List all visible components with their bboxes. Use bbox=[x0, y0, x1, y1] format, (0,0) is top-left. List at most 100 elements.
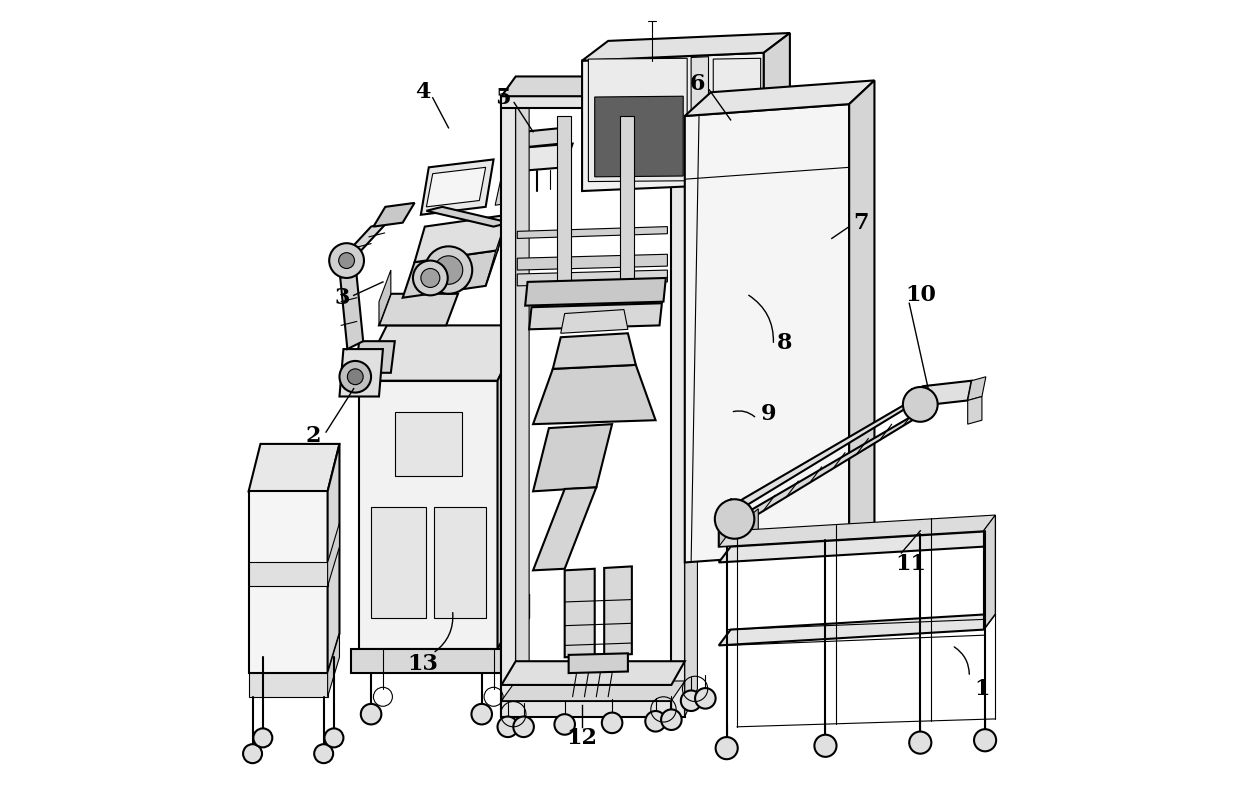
Circle shape bbox=[554, 714, 575, 735]
Polygon shape bbox=[604, 566, 632, 656]
Polygon shape bbox=[516, 76, 529, 717]
Polygon shape bbox=[327, 523, 340, 586]
Polygon shape bbox=[553, 333, 636, 369]
Circle shape bbox=[325, 729, 343, 747]
Polygon shape bbox=[764, 33, 790, 183]
Polygon shape bbox=[521, 128, 563, 147]
Circle shape bbox=[340, 361, 371, 393]
Text: 2: 2 bbox=[305, 425, 321, 447]
Polygon shape bbox=[517, 270, 667, 285]
Polygon shape bbox=[516, 144, 573, 171]
Circle shape bbox=[513, 717, 534, 737]
Circle shape bbox=[413, 261, 448, 295]
Polygon shape bbox=[595, 96, 683, 177]
Polygon shape bbox=[373, 203, 414, 227]
Circle shape bbox=[909, 732, 931, 753]
Polygon shape bbox=[420, 159, 494, 215]
Polygon shape bbox=[501, 76, 684, 96]
Polygon shape bbox=[849, 80, 874, 550]
Polygon shape bbox=[497, 325, 526, 649]
Polygon shape bbox=[486, 215, 508, 285]
Polygon shape bbox=[967, 377, 986, 400]
Text: 3: 3 bbox=[334, 287, 350, 308]
Circle shape bbox=[434, 256, 463, 284]
Polygon shape bbox=[434, 508, 486, 618]
Polygon shape bbox=[533, 365, 656, 424]
Circle shape bbox=[645, 711, 666, 732]
Polygon shape bbox=[730, 404, 932, 531]
Circle shape bbox=[361, 704, 382, 725]
Text: 13: 13 bbox=[407, 653, 438, 675]
Circle shape bbox=[681, 691, 702, 711]
Polygon shape bbox=[730, 389, 932, 515]
Circle shape bbox=[471, 704, 492, 725]
Polygon shape bbox=[248, 492, 327, 673]
Text: 4: 4 bbox=[414, 81, 430, 103]
Polygon shape bbox=[713, 58, 760, 182]
Circle shape bbox=[497, 717, 518, 737]
Circle shape bbox=[329, 243, 365, 278]
Polygon shape bbox=[719, 614, 996, 646]
Polygon shape bbox=[248, 444, 340, 492]
Circle shape bbox=[253, 729, 273, 747]
Polygon shape bbox=[529, 303, 662, 329]
Text: 8: 8 bbox=[776, 331, 792, 354]
Polygon shape bbox=[684, 80, 874, 116]
Polygon shape bbox=[501, 96, 516, 717]
Circle shape bbox=[714, 500, 754, 538]
Circle shape bbox=[339, 253, 355, 269]
Polygon shape bbox=[394, 412, 463, 476]
Polygon shape bbox=[684, 76, 697, 717]
Polygon shape bbox=[533, 424, 613, 492]
Text: 5: 5 bbox=[495, 86, 511, 109]
Circle shape bbox=[243, 744, 262, 763]
Polygon shape bbox=[501, 215, 526, 231]
Polygon shape bbox=[495, 159, 518, 205]
Polygon shape bbox=[379, 293, 458, 325]
Polygon shape bbox=[342, 223, 387, 259]
Polygon shape bbox=[501, 681, 684, 701]
Polygon shape bbox=[569, 653, 627, 673]
Polygon shape bbox=[340, 349, 383, 396]
Polygon shape bbox=[746, 509, 759, 545]
Circle shape bbox=[314, 744, 334, 763]
Polygon shape bbox=[371, 508, 427, 618]
Polygon shape bbox=[360, 325, 526, 381]
Polygon shape bbox=[327, 444, 340, 673]
Polygon shape bbox=[526, 278, 666, 305]
Polygon shape bbox=[719, 519, 746, 546]
Polygon shape bbox=[248, 673, 327, 697]
Polygon shape bbox=[983, 515, 996, 630]
Polygon shape bbox=[501, 701, 671, 717]
Circle shape bbox=[601, 713, 622, 734]
Polygon shape bbox=[501, 594, 529, 673]
Polygon shape bbox=[589, 58, 687, 182]
Polygon shape bbox=[517, 255, 667, 270]
Text: 11: 11 bbox=[895, 553, 926, 575]
Polygon shape bbox=[403, 251, 497, 297]
Circle shape bbox=[973, 730, 996, 751]
Circle shape bbox=[420, 269, 440, 287]
Circle shape bbox=[715, 737, 738, 759]
Polygon shape bbox=[560, 128, 567, 145]
Polygon shape bbox=[557, 116, 570, 317]
Polygon shape bbox=[967, 396, 982, 424]
Polygon shape bbox=[719, 104, 756, 177]
Text: 9: 9 bbox=[761, 403, 776, 425]
Circle shape bbox=[903, 387, 937, 422]
Polygon shape bbox=[560, 309, 627, 333]
Text: 7: 7 bbox=[853, 212, 869, 234]
Polygon shape bbox=[564, 569, 595, 657]
Text: 12: 12 bbox=[567, 727, 598, 749]
Text: 10: 10 bbox=[905, 285, 936, 306]
Polygon shape bbox=[379, 270, 391, 325]
Polygon shape bbox=[684, 104, 849, 562]
Polygon shape bbox=[671, 96, 684, 717]
Circle shape bbox=[815, 735, 837, 757]
Polygon shape bbox=[620, 116, 634, 317]
Polygon shape bbox=[919, 381, 972, 406]
Polygon shape bbox=[533, 488, 596, 570]
Polygon shape bbox=[356, 341, 394, 373]
Polygon shape bbox=[501, 661, 684, 685]
Polygon shape bbox=[427, 167, 486, 207]
